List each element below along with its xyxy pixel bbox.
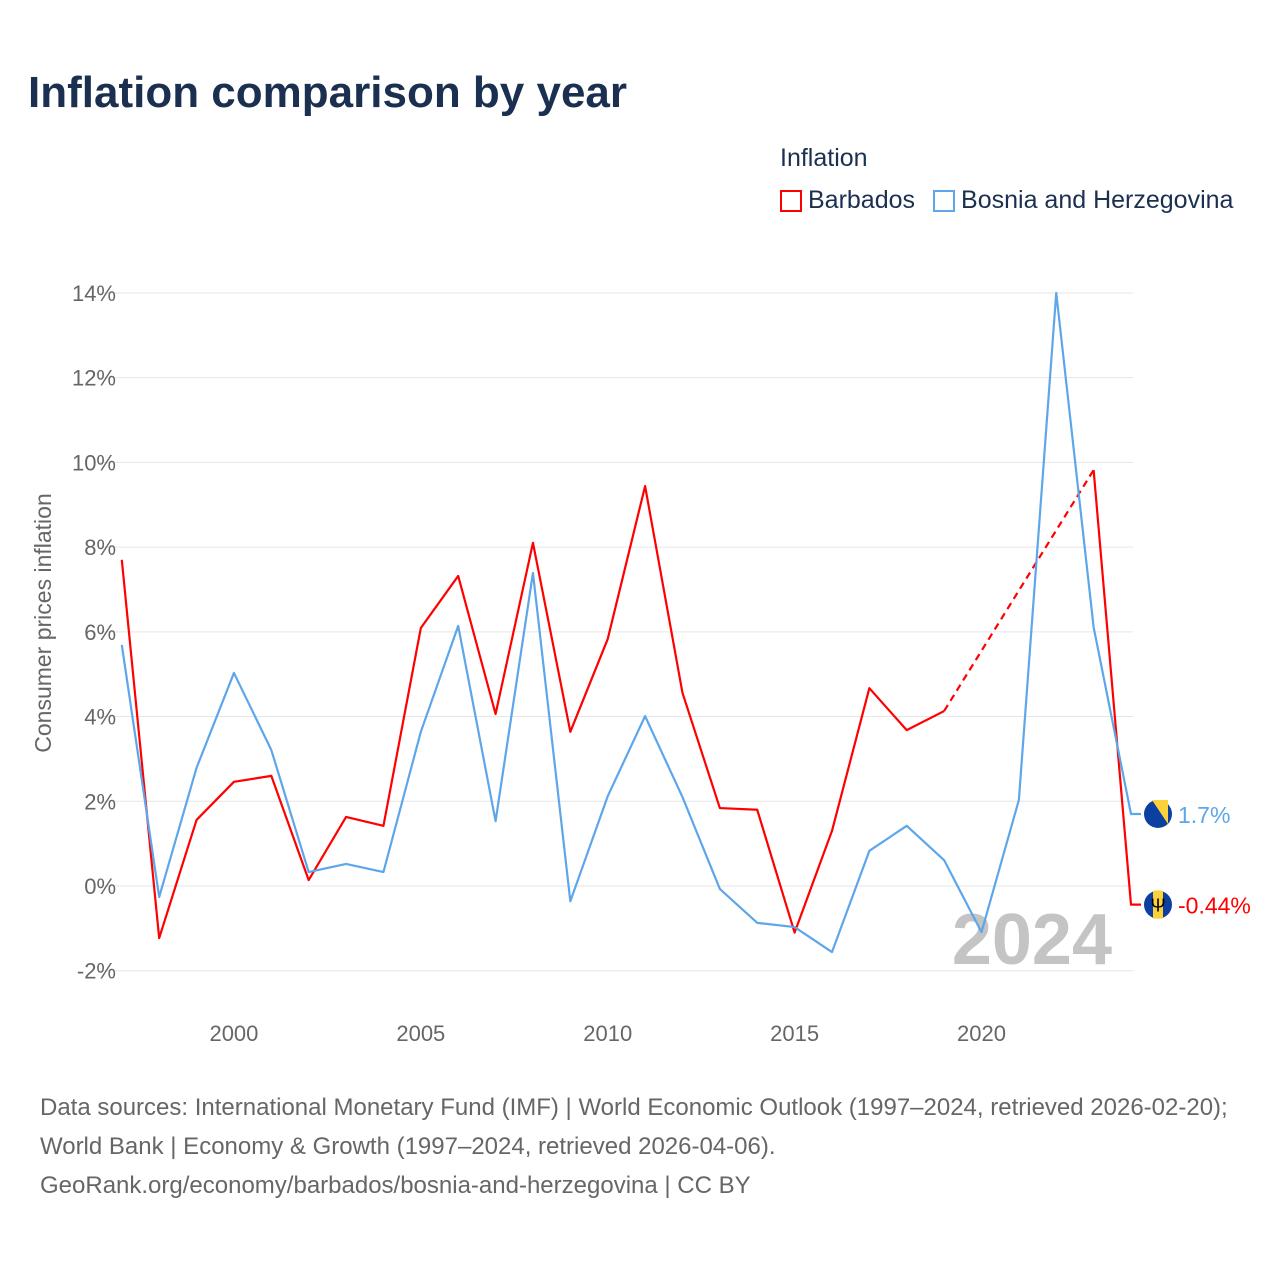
y-tick-label: 8%: [84, 535, 116, 560]
legend-swatch: [780, 189, 802, 212]
x-tick-label: 2015: [770, 1021, 819, 1046]
y-tick-label: 12%: [72, 366, 116, 391]
legend: Barbados Bosnia and Herzegovina: [780, 186, 1233, 215]
data-source: Data sources: International Monetary Fun…: [40, 1088, 1250, 1205]
series-line-0: [1092, 469, 1141, 906]
end-label: -0.44%: [1178, 893, 1251, 919]
source-text: Data sources: International Monetary Fun…: [40, 1094, 1228, 1160]
y-tick-label: 10%: [72, 450, 116, 475]
trident-icon: Ψ: [1150, 896, 1165, 916]
y-tick-label: -2%: [77, 959, 116, 984]
x-tick-label: 2020: [957, 1021, 1006, 1046]
y-tick-label: 4%: [84, 705, 116, 730]
y-tick-label: 6%: [84, 620, 116, 645]
legend-swatch: [933, 189, 956, 212]
x-tick-label: 2010: [583, 1021, 632, 1046]
x-tick-label: 2005: [396, 1021, 445, 1046]
legend-item-bosnia[interactable]: Bosnia and Herzegovina: [933, 186, 1233, 215]
series-line-1: [120, 291, 1141, 954]
bosnia-flag-triangle: [1152, 799, 1168, 824]
chart-title: Inflation comparison by year: [28, 68, 628, 117]
y-tick-label: 2%: [84, 789, 116, 814]
y-tick-label: 14%: [72, 281, 116, 306]
y-tick-label: 0%: [84, 874, 116, 899]
source-link[interactable]: GeoRank.org/economy/barbados/bosnia-and-…: [40, 1172, 751, 1199]
series-gap-line-0: [943, 469, 1095, 712]
x-tick-label: 2000: [209, 1021, 258, 1046]
end-label: 1.7%: [1178, 802, 1230, 828]
legend-item-barbados[interactable]: Barbados: [780, 186, 915, 215]
y-axis-label: Consumer prices inflation: [30, 493, 56, 753]
legend-title: Inflation: [780, 144, 868, 172]
legend-label: Bosnia and Herzegovina: [961, 186, 1234, 214]
series-line-0: [120, 485, 945, 940]
legend-label: Barbados: [808, 186, 916, 214]
year-watermark: 2024: [952, 900, 1112, 980]
barbados-flag-band: [1153, 890, 1163, 919]
